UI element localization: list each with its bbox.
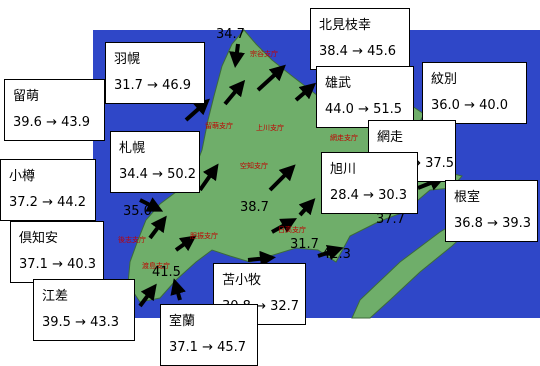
temperature-range: 31.7 → 46.9 [114,78,192,93]
place-box: 札幌 34.4 → 50.2 [110,131,200,193]
place-box: 雄武 44.0 → 51.5 [316,66,414,128]
temperature-range: 37.1 → 40.3 [19,257,97,272]
place-box: 江差 39.5 → 43.3 [33,279,135,341]
map-value: 41.5 [152,265,181,280]
place-name: 札幌 [119,141,146,156]
place-name: 留萌 [13,89,40,104]
map-value: 31.7 [290,237,319,252]
place-box: 北見枝幸 38.4 → 45.6 [310,8,410,70]
map-value: 35.0 [123,204,152,219]
region-label: 空知支庁 [240,161,268,170]
map-value: 38.7 [240,200,269,215]
temperature-range: 36.8 → 39.3 [454,216,532,231]
temperature-range: 37.2 → 44.2 [9,195,87,210]
place-name: 苫小牧 [222,273,262,288]
place-box: 紋別 36.0 → 40.0 [422,62,527,124]
place-box: 留萌 39.6 → 43.9 [4,79,105,141]
place-box: 旭川 28.4 → 30.3 [321,152,418,214]
place-name: 小樽 [9,169,36,184]
place-name: 室蘭 [169,314,196,329]
place-name: 倶知安 [19,231,59,246]
temperature-range: 44.0 → 51.5 [325,102,403,117]
map-value: 34.7 [216,27,245,42]
region-label: 網走支庁 [330,133,358,142]
place-name: 紋別 [431,72,458,87]
region-label: 上川支庁 [256,123,284,132]
place-box: 倶知安 37.1 → 40.3 [10,221,104,283]
region-label: 留萌支庁 [205,121,233,130]
place-name: 旭川 [330,162,357,177]
temperature-range: 37.1 → 45.7 [169,340,247,355]
place-box: 小樽 37.2 → 44.2 [0,159,96,221]
region-label: 宗谷支庁 [250,49,278,58]
map-value: 37.7 [376,212,405,227]
place-name: 羽幌 [114,52,141,67]
place-name: 根室 [454,190,481,205]
temperature-range: 34.4 → 50.2 [119,167,197,182]
temperature-range: 39.5 → 43.3 [42,315,120,330]
temperature-range: 39.6 → 43.9 [13,115,91,130]
place-name: 江差 [42,289,69,304]
temperature-range: 38.4 → 45.6 [319,44,397,59]
place-name: 網走 [377,130,404,145]
region-label: 日高支庁 [278,225,306,234]
region-label: 後志支庁 [118,235,146,244]
temperature-range: 36.0 → 40.0 [431,98,509,113]
place-name: 雄武 [325,76,352,91]
place-box: 羽幌 31.7 → 46.9 [105,42,205,104]
temperature-range: 28.4 → 30.3 [330,188,408,203]
map-value: 42.3 [322,247,351,262]
place-name: 北見枝幸 [319,18,372,33]
region-label: 渡島支庁 [142,261,170,270]
region-label: 胆振支庁 [190,231,218,240]
place-box: 根室 36.8 → 39.3 [445,180,538,242]
place-box: 室蘭 37.1 → 45.7 [160,304,258,366]
page: {"boxes":[ {"name":"北見枝幸","range":"38.4 … [0,8,540,366]
